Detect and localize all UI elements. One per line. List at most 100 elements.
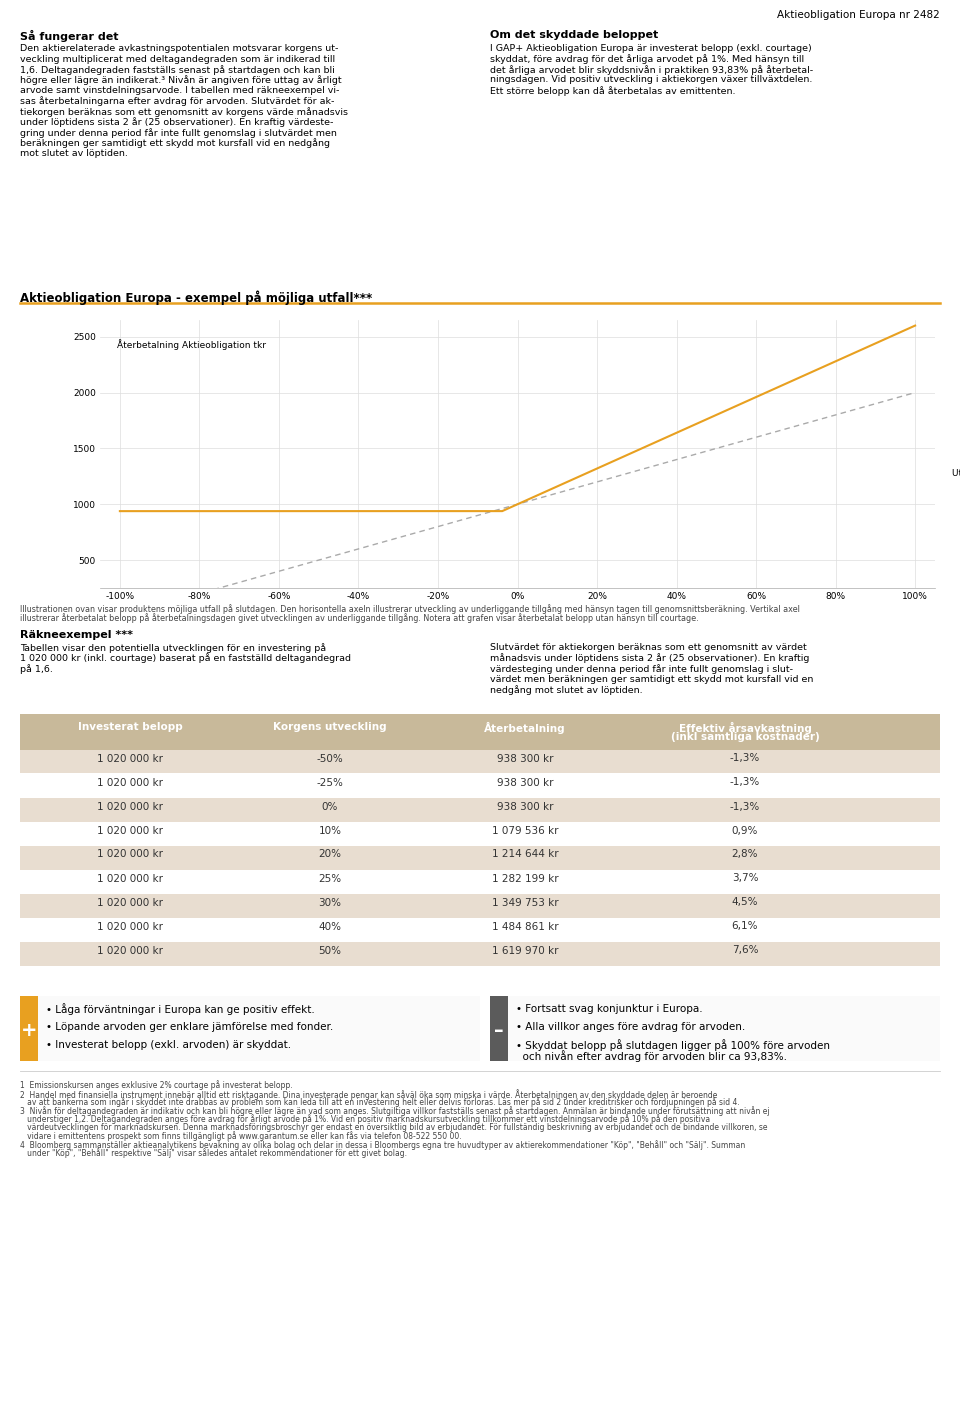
Bar: [20, 894, 940, 918]
Text: Aktieobligation Europa nr 2482: Aktieobligation Europa nr 2482: [778, 10, 940, 20]
Text: +: +: [21, 1022, 37, 1040]
Text: illustrerar återbetalat belopp på återbetalningsdagen givet utvecklingen av unde: illustrerar återbetalat belopp på återbe…: [20, 612, 699, 622]
Text: 1 020 000 kr: 1 020 000 kr: [97, 777, 163, 787]
Text: på 1,6.: på 1,6.: [20, 664, 53, 674]
Text: arvode samt vinstdelningsarvode. I tabellen med räkneexempel vi-: arvode samt vinstdelningsarvode. I tabel…: [20, 87, 340, 95]
Text: Tabellen visar den potentiella utvecklingen för en investering på: Tabellen visar den potentiella utvecklin…: [20, 642, 326, 652]
Text: 1 020 000 kr: 1 020 000 kr: [97, 921, 163, 932]
Bar: [20, 713, 940, 749]
Text: 10%: 10%: [319, 826, 342, 836]
Text: Om det skyddade beloppet: Om det skyddade beloppet: [490, 30, 659, 40]
Text: 25%: 25%: [319, 874, 342, 884]
Text: 6,1%: 6,1%: [732, 921, 758, 932]
Text: 1 619 970 kr: 1 619 970 kr: [492, 945, 559, 955]
Bar: [20, 821, 940, 845]
Text: Återbetalning Aktieobligation tkr: Återbetalning Aktieobligation tkr: [117, 338, 266, 350]
Text: 1 484 861 kr: 1 484 861 kr: [492, 921, 559, 932]
Text: 1 020 000 kr (inkl. courtage) baserat på en fastställd deltagandegrad: 1 020 000 kr (inkl. courtage) baserat på…: [20, 654, 351, 664]
Text: Ett större belopp kan då återbetalas av emittenten.: Ett större belopp kan då återbetalas av …: [490, 87, 735, 95]
Text: av att bankerna som ingår i skyddet inte drabbas av problem som kan leda till at: av att bankerna som ingår i skyddet inte…: [20, 1097, 740, 1107]
Text: 1 282 199 kr: 1 282 199 kr: [492, 874, 559, 884]
Text: tiekorgen beräknas som ett genomsnitt av korgens värde månadsvis: tiekorgen beräknas som ett genomsnitt av…: [20, 107, 348, 117]
Text: mot slutet av löptiden.: mot slutet av löptiden.: [20, 149, 128, 158]
Text: högre eller lägre än indikerat.³ Nivån är angiven före uttag av årligt: högre eller lägre än indikerat.³ Nivån ä…: [20, 75, 342, 85]
Text: Räkneexempel ***: Räkneexempel ***: [20, 630, 133, 639]
Bar: [20, 870, 940, 894]
Text: Slutvärdet för aktiekorgen beräknas som ett genomsnitt av värdet: Slutvärdet för aktiekorgen beräknas som …: [490, 642, 806, 652]
Text: • Låga förväntningar i Europa kan ge positiv effekt.: • Låga förväntningar i Europa kan ge pos…: [46, 1003, 315, 1016]
Text: 1,6. Deltagandegraden fastställs senast på startdagen och kan bli: 1,6. Deltagandegraden fastställs senast …: [20, 65, 335, 75]
Text: 1 349 753 kr: 1 349 753 kr: [492, 898, 559, 908]
Text: gring under denna period får inte fullt genomslag i slutvärdet men: gring under denna period får inte fullt …: [20, 128, 337, 138]
Text: -25%: -25%: [317, 777, 344, 787]
Text: –: –: [494, 1022, 504, 1040]
Text: 1 214 644 kr: 1 214 644 kr: [492, 850, 559, 860]
Bar: [20, 797, 940, 821]
Text: 4,5%: 4,5%: [732, 898, 758, 908]
Text: -1,3%: -1,3%: [730, 801, 760, 811]
Text: 1 020 000 kr: 1 020 000 kr: [97, 753, 163, 763]
Text: 1 020 000 kr: 1 020 000 kr: [97, 945, 163, 955]
Text: 1 079 536 kr: 1 079 536 kr: [492, 826, 559, 836]
Text: 1 020 000 kr: 1 020 000 kr: [97, 898, 163, 908]
Text: (inkl samtliga kostnader): (inkl samtliga kostnader): [671, 732, 820, 743]
Text: 20%: 20%: [319, 850, 342, 860]
Text: sas återbetalningarna efter avdrag för arvoden. Slutvärdet för ak-: sas återbetalningarna efter avdrag för a…: [20, 97, 334, 107]
Text: 2,8%: 2,8%: [732, 850, 758, 860]
Text: • Alla villkor anges före avdrag för arvoden.: • Alla villkor anges före avdrag för arv…: [516, 1022, 745, 1032]
Text: -50%: -50%: [317, 753, 344, 763]
Text: 2  Handel med finansiella instrument innebär alltid ett risktagande. Dina invest: 2 Handel med finansiella instrument inne…: [20, 1088, 717, 1100]
Text: under "Köp", "Behåll" respektive "Sälj" visar således antalet rekommendationer f: under "Köp", "Behåll" respektive "Sälj" …: [20, 1148, 407, 1158]
Bar: [490, 996, 508, 1060]
Text: veckling multiplicerat med deltagandegraden som är indikerad till: veckling multiplicerat med deltagandegra…: [20, 54, 335, 64]
Text: Återbetalning: Återbetalning: [484, 722, 565, 733]
Text: och nivån efter avdrag för arvoden blir ca 93,83%.: och nivån efter avdrag för arvoden blir …: [516, 1050, 787, 1063]
Text: värdet men beräkningen ger samtidigt ett skydd mot kursfall vid en: värdet men beräkningen ger samtidigt ett…: [490, 675, 813, 684]
Text: ningsdagen. Vid positiv utveckling i aktiekorgen växer tillväxtdelen.: ningsdagen. Vid positiv utveckling i akt…: [490, 75, 812, 84]
Bar: [490, 996, 940, 1060]
Bar: [20, 942, 940, 965]
Text: 938 300 kr: 938 300 kr: [496, 753, 553, 763]
Text: nedgång mot slutet av löptiden.: nedgång mot slutet av löptiden.: [490, 685, 642, 695]
Text: 1 020 000 kr: 1 020 000 kr: [97, 850, 163, 860]
Bar: [20, 773, 940, 797]
Bar: [20, 845, 940, 870]
Text: • Fortsatt svag konjunktur i Europa.: • Fortsatt svag konjunktur i Europa.: [516, 1003, 703, 1013]
Text: 50%: 50%: [319, 945, 342, 955]
Text: • Löpande arvoden ger enklare jämförelse med fonder.: • Löpande arvoden ger enklare jämförelse…: [46, 1022, 333, 1032]
Text: 4  Bloomberg sammanställer aktieanalytikens bevakning av olika bolag och delar i: 4 Bloomberg sammanställer aktieanalytike…: [20, 1140, 745, 1150]
Text: 938 300 kr: 938 300 kr: [496, 777, 553, 787]
Bar: [20, 749, 940, 773]
Text: 938 300 kr: 938 300 kr: [496, 801, 553, 811]
Text: skyddat, före avdrag för det årliga arvodet på 1%. Med hänsyn till: skyddat, före avdrag för det årliga arvo…: [490, 54, 804, 64]
Text: Illustrationen ovan visar produktens möjliga utfall på slutdagen. Den horisontel: Illustrationen ovan visar produktens möj…: [20, 604, 800, 614]
Text: Så fungerar det: Så fungerar det: [20, 30, 118, 43]
Bar: [20, 918, 940, 942]
Text: 0%: 0%: [322, 801, 338, 811]
Text: det årliga arvodet blir skyddsnivån i praktiken 93,83% på återbetal-: det årliga arvodet blir skyddsnivån i pr…: [490, 65, 813, 75]
Text: -1,3%: -1,3%: [730, 753, 760, 763]
Text: 7,6%: 7,6%: [732, 945, 758, 955]
Text: 0,9%: 0,9%: [732, 826, 758, 836]
Text: understiger 1,2. Deltagandegraden anges före avdrag för årligt arvode på 1%. Vid: understiger 1,2. Deltagandegraden anges …: [20, 1114, 710, 1124]
Bar: [20, 996, 480, 1060]
Text: värdeutvecklingen för marknadskursen. Denna marknadsföringsbroschyr ger endast e: värdeutvecklingen för marknadskursen. De…: [20, 1123, 767, 1133]
Text: 1 020 000 kr: 1 020 000 kr: [97, 801, 163, 811]
Text: 1 020 000 kr: 1 020 000 kr: [97, 874, 163, 884]
Text: Utveckling underliggande tillgång: Utveckling underliggande tillgång: [951, 468, 960, 477]
Text: 1 020 000 kr: 1 020 000 kr: [97, 826, 163, 836]
Text: Den aktierelaterade avkastningspotentialen motsvarar korgens ut-: Den aktierelaterade avkastningspotential…: [20, 44, 338, 53]
Text: beräkningen ger samtidigt ett skydd mot kursfall vid en nedgång: beräkningen ger samtidigt ett skydd mot …: [20, 138, 330, 148]
Text: • Skyddat belopp på slutdagen ligger på 100% före arvoden: • Skyddat belopp på slutdagen ligger på …: [516, 1040, 830, 1052]
Text: Investerat belopp: Investerat belopp: [78, 722, 182, 732]
Text: vidare i emittentens prospekt som finns tillgängligt på www.garantum.se eller ka: vidare i emittentens prospekt som finns …: [20, 1131, 462, 1141]
Text: 3  Nivån för deltagandegraden är indikativ och kan bli högre eller lägre än vad : 3 Nivån för deltagandegraden är indikati…: [20, 1106, 770, 1115]
Text: 3,7%: 3,7%: [732, 874, 758, 884]
Text: under löptidens sista 2 år (25 observationer). En kraftig värdeste-: under löptidens sista 2 år (25 observati…: [20, 118, 333, 128]
Bar: [20, 996, 38, 1060]
Text: 30%: 30%: [319, 898, 342, 908]
Text: månadsvis under löptidens sista 2 år (25 observationer). En kraftig: månadsvis under löptidens sista 2 år (25…: [490, 654, 809, 664]
Text: Korgens utveckling: Korgens utveckling: [274, 722, 387, 732]
Text: värdesteging under denna period får inte fullt genomslag i slut-: värdesteging under denna period får inte…: [490, 664, 793, 674]
Text: -1,3%: -1,3%: [730, 777, 760, 787]
